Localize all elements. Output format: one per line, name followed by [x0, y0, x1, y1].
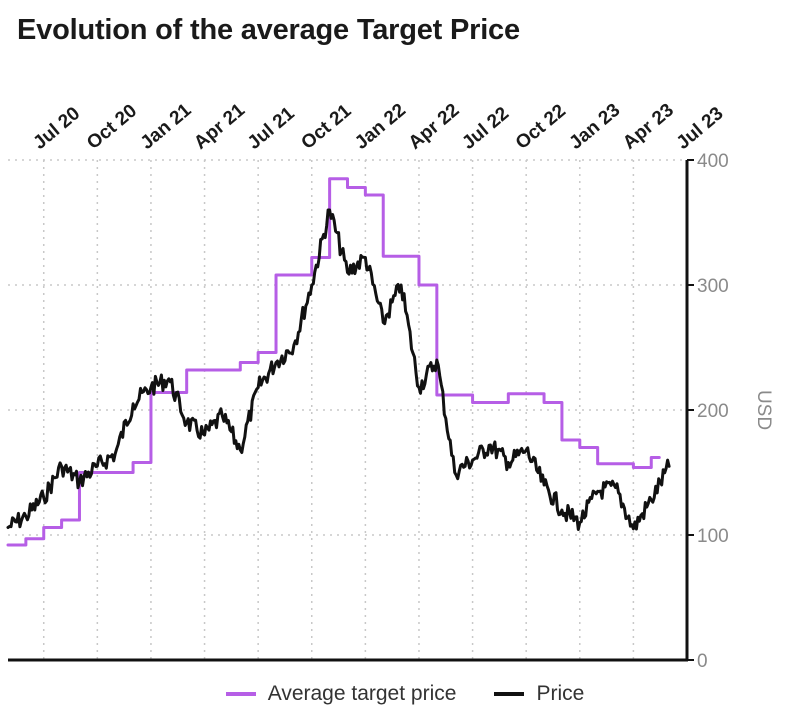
x-tick-label: Oct 22 — [512, 100, 570, 153]
y-tick-label: 100 — [697, 526, 729, 547]
x-tick-label: Jan 21 — [137, 99, 196, 153]
legend: Average target price Price — [0, 682, 810, 706]
series-line-price — [6, 208, 671, 531]
x-tick-label: Jul 23 — [673, 103, 728, 154]
x-tick-label: Oct 20 — [83, 100, 141, 153]
x-tick-label: Oct 21 — [297, 100, 355, 154]
x-tick-label: Jan 22 — [351, 100, 410, 154]
series-lines — [6, 177, 671, 547]
y-tick-label: 400 — [697, 151, 729, 172]
grid-lines — [8, 159, 688, 660]
x-tick-label: Jul 21 — [244, 103, 299, 154]
legend-label-price: Price — [536, 682, 585, 705]
legend-item-price: Price — [494, 682, 584, 706]
x-tick-label: Jul 22 — [458, 103, 513, 154]
chart-title: Evolution of the average Target Price — [17, 14, 520, 46]
x-tick-label: Apr 23 — [619, 100, 678, 154]
x-tick-label: Apr 21 — [190, 99, 249, 153]
legend-item-target: Average target price — [225, 682, 457, 706]
legend-swatch-target — [225, 692, 256, 696]
x-tick-label: Jan 23 — [566, 100, 625, 154]
x-tick-label: Apr 22 — [405, 100, 464, 154]
y-tick-label: 200 — [697, 401, 729, 422]
x-tick-label: Jul 20 — [29, 103, 84, 154]
y-axis-label: USD — [753, 390, 774, 430]
y-tick-label: 0 — [697, 651, 708, 672]
y-tick-label: 300 — [697, 276, 729, 297]
y-axis-ticks: 400 300 200 100 0 — [687, 151, 729, 672]
legend-swatch-price — [494, 692, 525, 696]
legend-label-target: Average target price — [267, 682, 457, 705]
series-line-target — [6, 177, 661, 547]
